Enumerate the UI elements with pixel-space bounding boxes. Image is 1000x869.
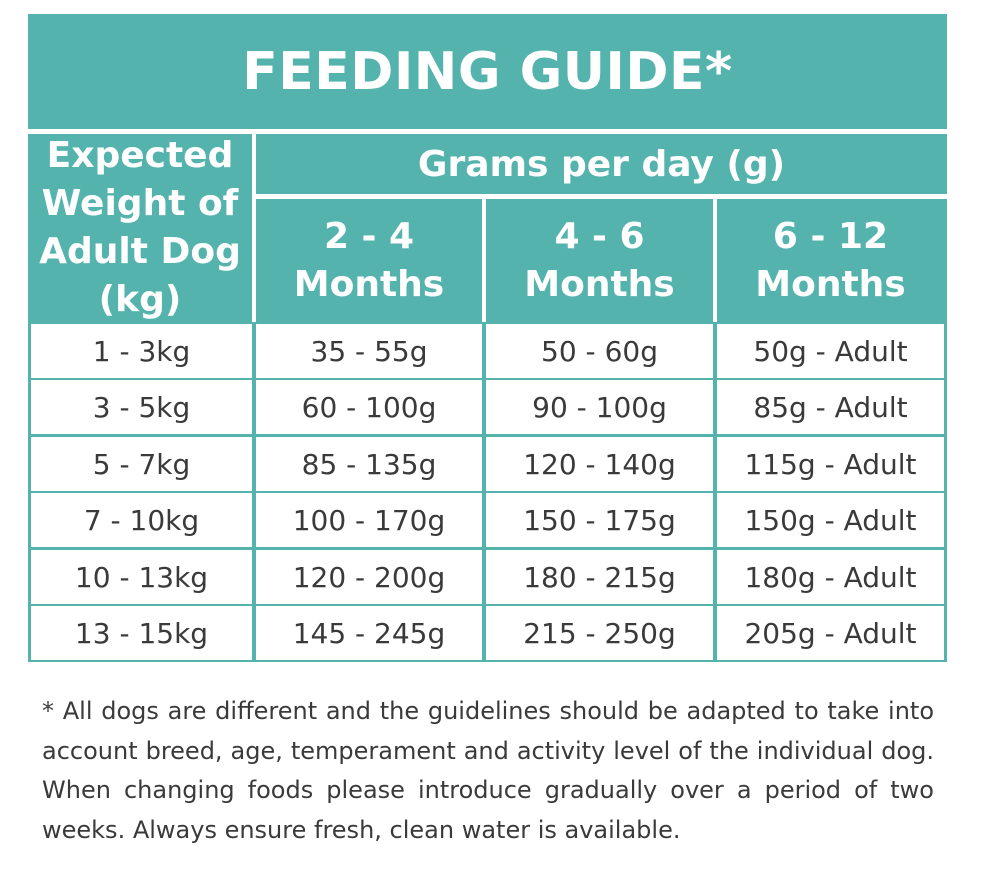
header-months-6-12: 6 - 12 Months xyxy=(755,215,906,305)
header-expected-weight: Expected Weight of Adult Dog (kg) xyxy=(39,135,241,320)
table-cell: 115g - Adult xyxy=(717,437,944,491)
table-cell: 150 - 175g xyxy=(486,493,713,547)
table-cell: 13 - 15kg xyxy=(31,606,252,660)
table-cell: 100 - 170g xyxy=(256,493,482,547)
table-cell: 145 - 245g xyxy=(256,606,482,660)
month-divider-1 xyxy=(482,199,486,322)
table-cell: 35 - 55g xyxy=(256,324,482,378)
table-cell: 85 - 135g xyxy=(256,437,482,491)
table-cell: 50g - Adult xyxy=(717,324,944,378)
feeding-guide-table: FEEDING GUIDE* Expected Weight of Adult … xyxy=(28,14,947,662)
table-cell: 150g - Adult xyxy=(717,493,944,547)
table-cell: 90 - 100g xyxy=(486,380,713,434)
header-months-2-4: 2 - 4 Months xyxy=(293,215,445,305)
table-cell: 120 - 200g xyxy=(256,550,482,604)
title-divider xyxy=(28,129,947,134)
header-months-4-6: 4 - 6 Months xyxy=(524,215,675,305)
grams-divider xyxy=(256,194,947,199)
table-cell: 5 - 7kg xyxy=(31,437,252,491)
table-cell: 180g - Adult xyxy=(717,550,944,604)
header-column-divider xyxy=(252,134,256,322)
table-cell: 60 - 100g xyxy=(256,380,482,434)
table-cell: 50 - 60g xyxy=(486,324,713,378)
table-cell: 120 - 140g xyxy=(486,437,713,491)
table-cell: 7 - 10kg xyxy=(31,493,252,547)
table-cell: 10 - 13kg xyxy=(31,550,252,604)
table-cell: 3 - 5kg xyxy=(31,380,252,434)
table-title: FEEDING GUIDE* xyxy=(242,41,733,102)
header-grams-per-day: Grams per day (g) xyxy=(417,143,786,185)
table-cell: 215 - 250g xyxy=(486,606,713,660)
table-cell: 85g - Adult xyxy=(717,380,944,434)
table-cell: 180 - 215g xyxy=(486,550,713,604)
table-cell: 1 - 3kg xyxy=(31,324,252,378)
table-cell: 205g - Adult xyxy=(717,606,944,660)
footnote: * All dogs are different and the guideli… xyxy=(42,697,934,844)
month-divider-2 xyxy=(713,199,717,322)
